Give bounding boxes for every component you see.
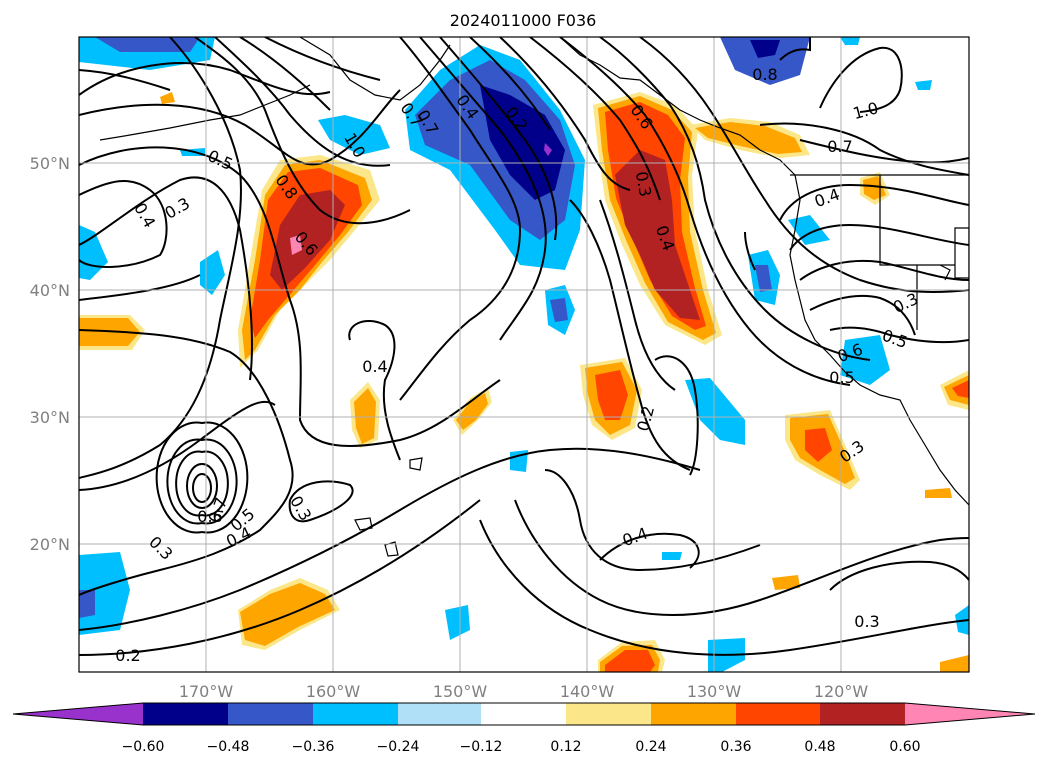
lon-axis: 170°W 160°W 150°W 140°W 130°W 120°W xyxy=(179,682,869,701)
lon-label: 170°W xyxy=(179,682,234,701)
shaded-anomalies xyxy=(79,37,969,672)
contour-label: 0.5 xyxy=(829,368,854,387)
positive-shading xyxy=(79,92,969,672)
lat-axis: 50°N 40°N 30°N 20°N xyxy=(30,154,70,554)
colorbar-segment xyxy=(398,703,481,725)
colorbar-segment xyxy=(481,703,566,725)
colorbar-tick-label: 0.48 xyxy=(804,739,835,755)
colorbar-segment xyxy=(143,703,228,725)
colorbar-segment xyxy=(820,703,905,725)
colorbar-tick-label: −0.48 xyxy=(207,739,250,755)
colorbar-segment xyxy=(736,703,820,725)
contour-lines xyxy=(79,37,969,656)
contour-label: 0.8 xyxy=(752,65,777,84)
lon-label: 140°W xyxy=(560,682,615,701)
colorbar-extend-min xyxy=(13,703,143,725)
lon-label: 150°W xyxy=(433,682,488,701)
lon-label: 130°W xyxy=(687,682,742,701)
lat-label: 40°N xyxy=(30,281,70,300)
colorbar-ticks: −0.60 −0.48 −0.36 −0.24 −0.12 0.12 0.24 … xyxy=(122,739,921,755)
contour-label: 0.7 xyxy=(827,137,852,156)
contour-label: 0.2 xyxy=(115,646,140,665)
lon-label: 120°W xyxy=(814,682,869,701)
colorbar-tick-label: 0.24 xyxy=(635,739,666,755)
colorbar-tick-label: −0.24 xyxy=(377,739,420,755)
colorbar-tick-label: −0.60 xyxy=(122,739,165,755)
colorbar-tick-label: 0.36 xyxy=(720,739,751,755)
coastlines xyxy=(99,37,969,557)
colorbar-tick-label: −0.36 xyxy=(292,739,335,755)
colorbar-tick-label: 0.12 xyxy=(550,739,581,755)
colorbar: −0.60 −0.48 −0.36 −0.24 −0.12 0.12 0.24 … xyxy=(12,702,1036,755)
contour-label: 0.4 xyxy=(362,357,387,376)
contour-label: 0.3 xyxy=(854,612,879,631)
colorbar-segment xyxy=(313,703,398,725)
map-frame xyxy=(78,36,970,673)
colorbar-tick-label: 0.60 xyxy=(889,739,920,755)
colorbar-segment xyxy=(228,703,313,725)
negative-shading xyxy=(79,37,969,672)
lat-label: 50°N xyxy=(30,154,70,173)
colorbar-segment xyxy=(651,703,736,725)
colorbar-segment xyxy=(566,703,651,725)
colorbar-extend-max xyxy=(905,703,1035,725)
lat-label: 30°N xyxy=(30,408,70,427)
map-title: 2024011000 F036 xyxy=(450,11,597,30)
map-panel: 1.0 0.7 0.5 0.4 0.3 0.8 0.6 0.4 0.2 0.7 … xyxy=(78,36,970,673)
colorbar-tick-label: −0.12 xyxy=(460,739,503,755)
lon-label: 160°W xyxy=(306,682,361,701)
contour-label: 0.3 xyxy=(632,170,655,198)
lat-label: 20°N xyxy=(30,535,70,554)
contour-label: 0.6 xyxy=(197,507,222,526)
colorbar-outline xyxy=(12,702,1036,726)
graticule xyxy=(79,37,969,672)
